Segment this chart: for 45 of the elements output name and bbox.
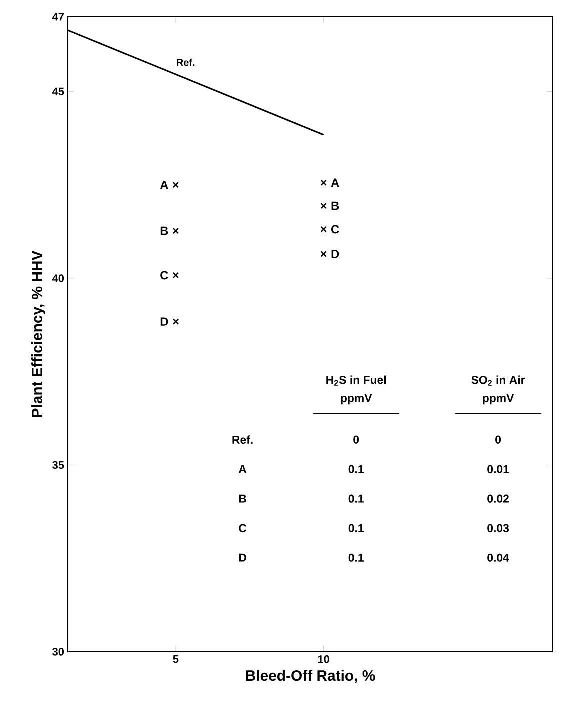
point [320, 251, 327, 258]
point [172, 272, 180, 279]
annotation: Ref. [232, 436, 253, 444]
annotation: 0 [496, 436, 502, 444]
text: C [331, 225, 340, 234]
annotation: 0 [354, 436, 360, 444]
series-label: B [160, 226, 168, 236]
annotation: ppmV [341, 394, 372, 405]
annotation: 0.1 [348, 494, 364, 503]
annotation: 0.1 [348, 524, 364, 532]
y-axis-title: Plant Efficiency, % HHV [32, 250, 46, 418]
point [172, 228, 180, 234]
series-label: A [331, 178, 340, 187]
annotation: D [239, 554, 246, 562]
point [172, 318, 180, 325]
annotation: 0.1 [348, 554, 364, 562]
point [320, 202, 327, 210]
point [320, 226, 327, 233]
y-tick-label: 30 [52, 648, 64, 656]
annotation: 0.1 [348, 465, 364, 474]
point [172, 182, 180, 188]
annotation: 0.03 [488, 524, 510, 532]
text: D [332, 250, 340, 258]
annotation: A [238, 465, 247, 474]
x-tick-label: 5 [173, 656, 179, 664]
series-label: Ref. [177, 58, 195, 66]
annotation: H$_{2}$S in Fuel [326, 376, 386, 386]
annotation: B [239, 494, 246, 503]
text: B [332, 202, 340, 210]
annotation: 0.04 [488, 554, 510, 562]
annotation: 0.01 [488, 465, 510, 474]
x-tick-label: 10 [318, 656, 330, 664]
series-label: C [160, 271, 168, 280]
y-tick-label: 47 [52, 13, 64, 21]
annotation: SO$_{2}$ in Air [472, 376, 526, 386]
y-tick-label: 35 [52, 461, 64, 470]
point [320, 180, 327, 186]
series-label: D [160, 318, 168, 326]
y-tick-label: 45 [52, 88, 64, 96]
annotation: 0.02 [488, 494, 509, 503]
x-axis-title: Bleed-Off Ratio, % [246, 670, 376, 684]
text: A [160, 180, 168, 190]
annotation: ppmV [483, 394, 514, 405]
annotation: C [239, 524, 247, 532]
y-tick-label: 40 [52, 274, 64, 282]
